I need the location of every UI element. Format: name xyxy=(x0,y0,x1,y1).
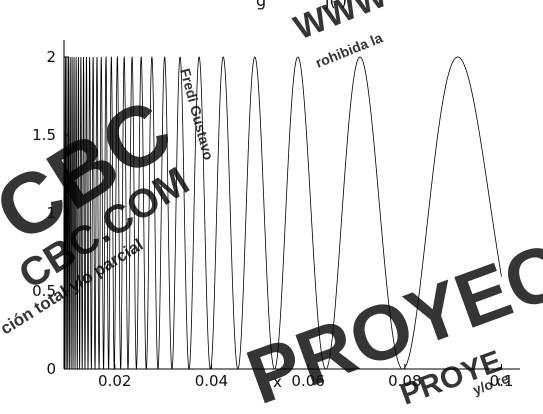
x-tick-label: 0.04 xyxy=(195,372,228,390)
chart-title-fragment-2: j( ) xyxy=(324,0,347,10)
x-tick-label: 0.02 xyxy=(98,372,131,390)
y-tick-label: 0 xyxy=(46,360,56,378)
x-tick-label: 0.06 xyxy=(291,372,324,390)
x-axis-label: x xyxy=(273,373,282,391)
x-tick-label: 0.1 xyxy=(490,372,514,390)
x-tick-label: 0.08 xyxy=(388,372,421,390)
y-tick-label: 1.5 xyxy=(32,126,56,144)
curve-layer xyxy=(63,55,502,371)
y-tick-label: 1 xyxy=(46,204,56,222)
chart-title-fragment: g xyxy=(256,0,266,10)
series-line-curve xyxy=(63,55,502,371)
axis-ticks: 0.02 0.04 0.06 0.08 0.1 0 0.5 1 1.5 2 xyxy=(32,48,513,390)
y-tick-label: 0.5 xyxy=(32,282,56,300)
y-tick-label: 2 xyxy=(46,48,56,66)
